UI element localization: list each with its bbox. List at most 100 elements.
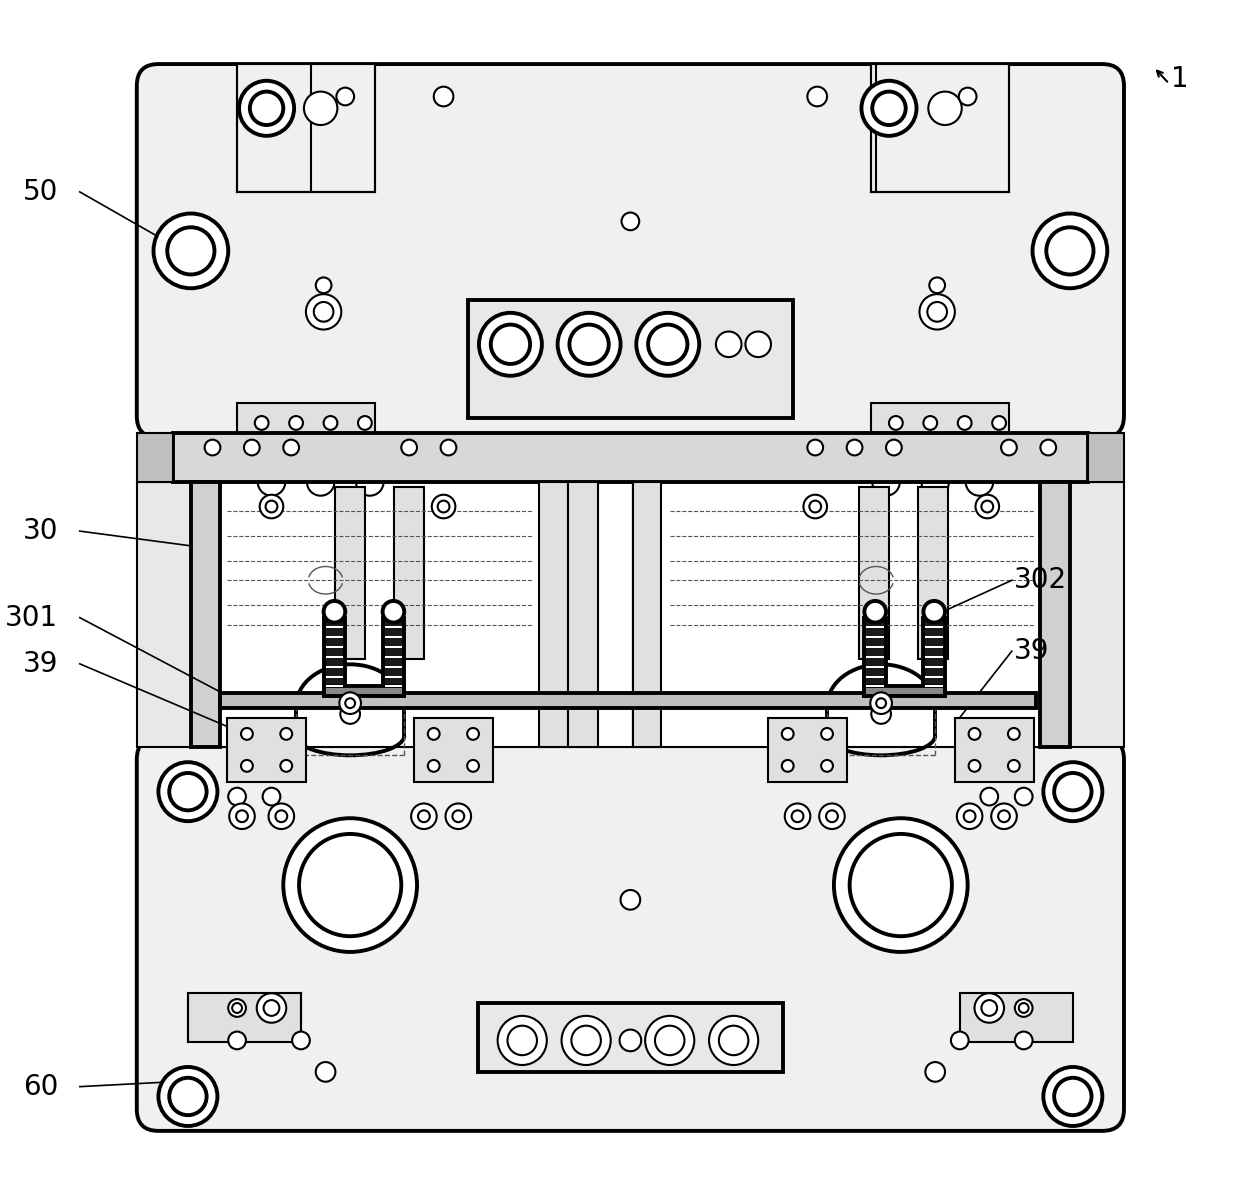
Circle shape (491, 324, 529, 364)
Bar (1040, 482, 1070, 747)
Circle shape (821, 760, 833, 771)
Circle shape (257, 993, 286, 1023)
Circle shape (280, 728, 293, 740)
Circle shape (263, 758, 280, 776)
Circle shape (870, 693, 892, 714)
Circle shape (314, 302, 334, 322)
Circle shape (821, 728, 833, 740)
Circle shape (925, 1062, 945, 1081)
Bar (384, 646, 402, 648)
Bar (326, 666, 343, 668)
Circle shape (558, 312, 620, 375)
Bar (634, 482, 1040, 747)
Circle shape (719, 1025, 749, 1055)
Circle shape (862, 81, 916, 136)
Circle shape (981, 788, 998, 806)
Circle shape (781, 760, 794, 771)
Circle shape (289, 416, 303, 430)
Bar (324, 617, 345, 696)
Circle shape (1043, 762, 1102, 821)
Circle shape (299, 834, 402, 936)
Circle shape (283, 440, 299, 455)
Circle shape (924, 601, 945, 622)
Circle shape (835, 818, 967, 952)
Circle shape (241, 760, 253, 771)
Circle shape (981, 1000, 997, 1016)
Circle shape (336, 88, 355, 105)
Bar (539, 482, 568, 747)
Bar (326, 627, 343, 628)
Circle shape (169, 772, 207, 811)
Circle shape (951, 1031, 968, 1049)
Circle shape (269, 803, 294, 828)
Circle shape (569, 324, 609, 364)
Bar (925, 637, 944, 638)
Bar (191, 482, 221, 747)
Bar (568, 482, 598, 747)
Bar (384, 637, 402, 638)
Circle shape (167, 228, 215, 274)
Circle shape (957, 416, 972, 430)
Bar (925, 646, 944, 648)
Circle shape (440, 440, 456, 455)
Circle shape (807, 440, 823, 455)
Circle shape (887, 440, 901, 455)
Bar (864, 687, 945, 696)
Circle shape (244, 440, 259, 455)
Circle shape (620, 890, 640, 909)
Bar (136, 482, 191, 747)
Circle shape (620, 1030, 641, 1051)
Bar (227, 718, 306, 782)
Bar (1087, 433, 1123, 482)
Circle shape (402, 440, 417, 455)
Circle shape (957, 803, 982, 828)
Bar (768, 718, 847, 782)
Bar (221, 694, 1037, 708)
Circle shape (228, 758, 246, 776)
Bar (324, 687, 404, 696)
Circle shape (428, 760, 440, 771)
Circle shape (1001, 440, 1017, 455)
Circle shape (810, 501, 821, 513)
Bar (477, 1002, 782, 1072)
Circle shape (340, 693, 361, 714)
Bar (384, 627, 402, 628)
Circle shape (1043, 1067, 1102, 1126)
Circle shape (340, 704, 360, 724)
Circle shape (1008, 728, 1019, 740)
FancyBboxPatch shape (136, 64, 1123, 437)
Circle shape (1054, 1078, 1091, 1116)
Bar (867, 637, 884, 638)
Circle shape (445, 803, 471, 828)
Circle shape (236, 811, 248, 822)
Bar (867, 685, 884, 688)
Bar (384, 676, 402, 677)
Circle shape (241, 728, 253, 740)
Bar (867, 676, 884, 677)
Circle shape (259, 495, 283, 519)
Bar (326, 685, 343, 688)
Circle shape (872, 704, 892, 724)
Circle shape (1054, 772, 1091, 811)
Circle shape (981, 501, 993, 513)
Circle shape (872, 92, 905, 125)
Circle shape (497, 1016, 547, 1064)
Circle shape (154, 213, 228, 288)
Text: 301: 301 (5, 603, 58, 632)
Text: 30: 30 (22, 517, 58, 545)
Circle shape (924, 416, 937, 430)
Circle shape (621, 212, 640, 230)
Circle shape (877, 699, 887, 708)
Circle shape (929, 92, 962, 125)
Bar (925, 627, 944, 628)
Circle shape (358, 416, 372, 430)
Circle shape (169, 1078, 207, 1116)
Text: 39: 39 (1014, 637, 1049, 665)
Bar (136, 433, 174, 482)
Bar (383, 617, 404, 696)
Circle shape (507, 1025, 537, 1055)
Circle shape (264, 1000, 279, 1016)
Circle shape (791, 811, 804, 822)
Circle shape (959, 88, 976, 105)
Circle shape (807, 87, 827, 106)
